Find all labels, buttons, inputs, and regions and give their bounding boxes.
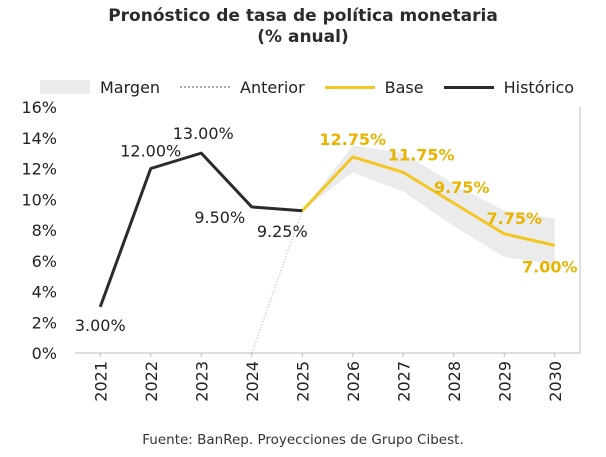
legend-label-margen: Margen	[100, 77, 161, 97]
legend-label-historico: Histórico	[503, 77, 575, 97]
x-tick-label: 2025	[293, 361, 312, 402]
title-line-1: Pronóstico de tasa de política monetaria	[108, 6, 498, 26]
legend-swatch-historico	[443, 85, 494, 89]
base-data-label: 7.75%	[486, 209, 542, 228]
historico-data-label: 12.00%	[120, 142, 181, 161]
base-data-label: 9.75%	[434, 178, 490, 197]
source-note: Fuente: BanRep. Proyecciones de Grupo Ci…	[142, 432, 464, 448]
legend-item-margen: Margen	[40, 78, 160, 97]
chart-plot: 0% 2% 4% 6% 8% 10% 12% 14% 16% 2021 2022 2023 2024 20…	[21, 98, 581, 402]
historico-data-label: 3.00%	[75, 316, 126, 335]
legend-item-historico: Histórico	[443, 77, 575, 97]
legend-swatch-base	[324, 85, 375, 89]
x-tick-label: 2023	[192, 361, 211, 402]
historico-line	[98, 151, 303, 308]
chart-title: Pronóstico de tasa de política monetaria…	[0, 6, 606, 48]
y-tick-label: 10%	[21, 190, 57, 209]
historico-data-label: 9.50%	[194, 208, 245, 227]
x-tick-label: 2021	[91, 361, 110, 402]
y-tick-label: 6%	[32, 252, 57, 271]
base-data-label: 7.00%	[522, 257, 578, 276]
base-line	[301, 155, 556, 247]
base-data-label: 12.75%	[319, 130, 386, 149]
title-line-2: (% anual)	[257, 27, 349, 47]
historico-data-label: 13.00%	[173, 124, 234, 143]
anterior-line	[251, 210, 303, 354]
legend-label-anterior: Anterior	[240, 77, 305, 97]
y-tick-label: 4%	[32, 283, 57, 302]
y-tick-label: 0%	[32, 344, 57, 363]
legend-item-base: Base	[324, 77, 424, 97]
x-tick-label: 2026	[344, 361, 363, 402]
y-tick-label: 16%	[21, 98, 57, 117]
legend-item-anterior: Anterior	[180, 78, 305, 97]
x-tick-label: 2030	[546, 361, 565, 402]
y-tick-label: 2%	[32, 313, 57, 332]
y-tick-label: 8%	[32, 221, 57, 240]
legend-swatch-margen	[40, 80, 90, 94]
x-tick-label: 2027	[394, 361, 413, 402]
base-data-label: 11.75%	[388, 145, 455, 164]
legend: Margen Anterior Base Histórico	[40, 76, 594, 98]
legend-swatch-anterior	[180, 86, 231, 88]
historico-data-label: 9.25%	[257, 222, 308, 241]
y-tick-label: 12%	[21, 160, 57, 179]
legend-label-base: Base	[384, 77, 424, 97]
margin-band	[302, 145, 555, 265]
x-tick-label: 2028	[445, 361, 464, 402]
x-tick-label: 2029	[495, 361, 514, 402]
y-tick-label: 14%	[21, 129, 57, 148]
x-tick-label: 2022	[142, 361, 161, 402]
x-tick-label: 2024	[243, 361, 262, 402]
